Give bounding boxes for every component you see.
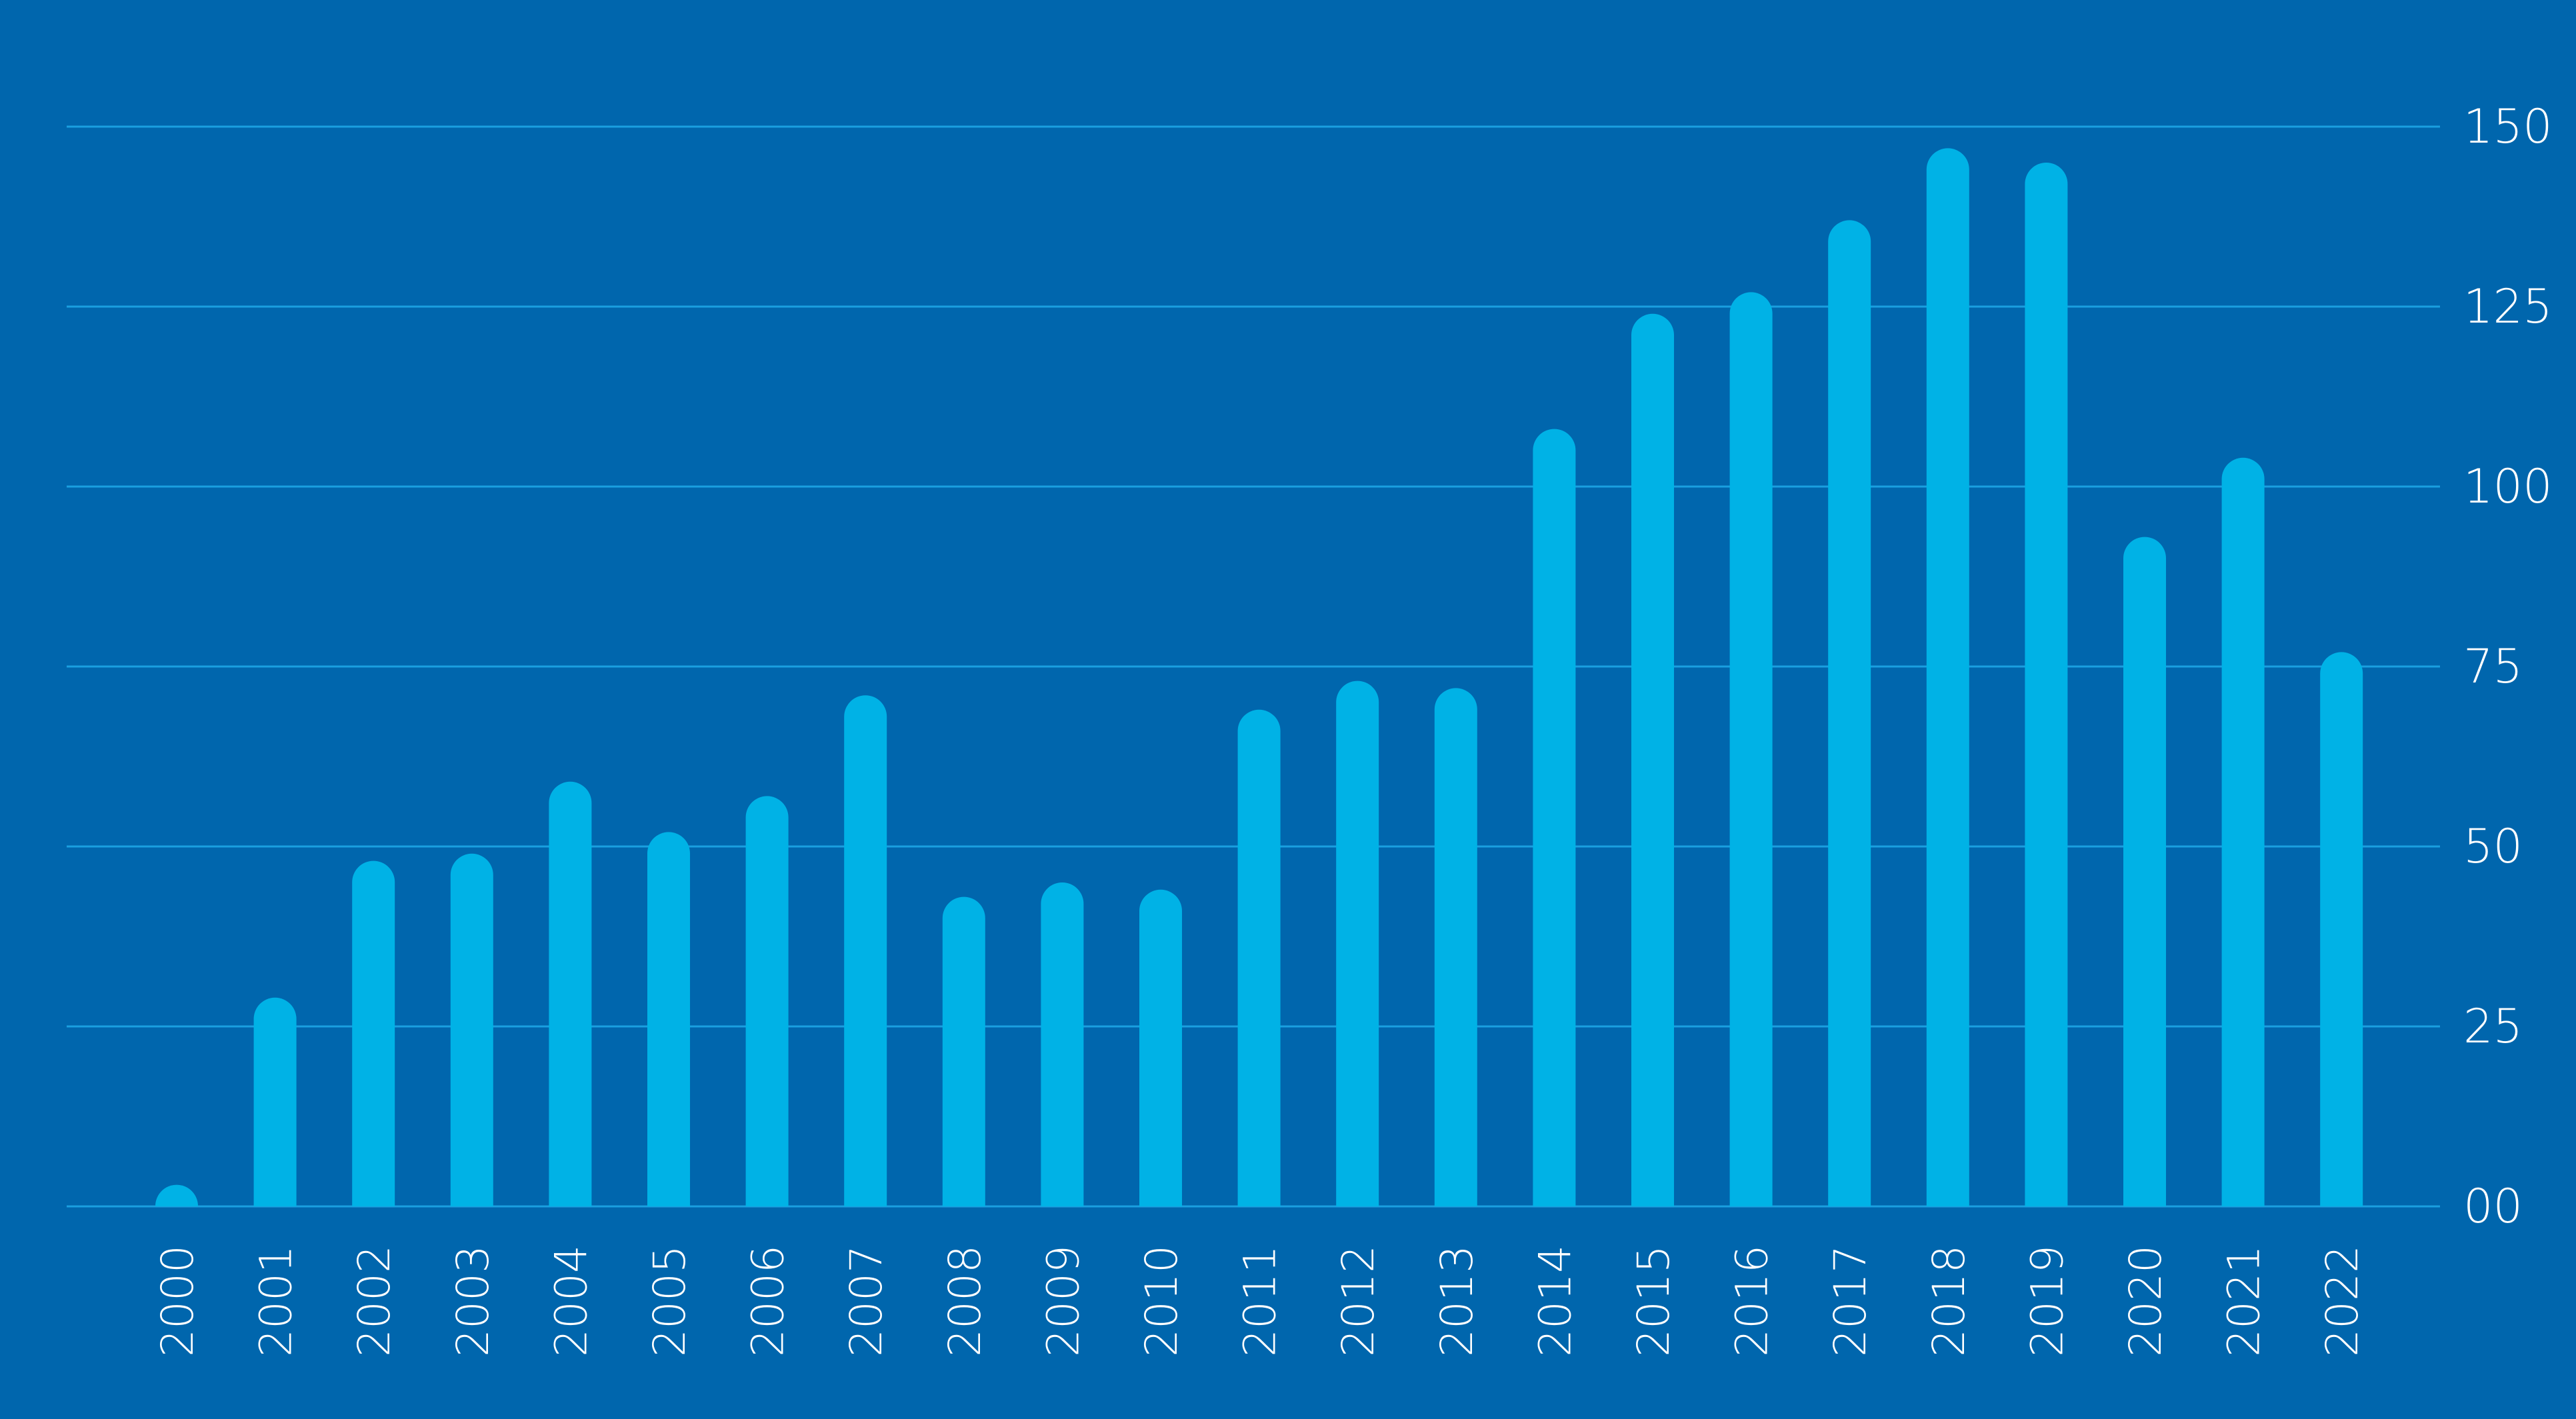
bar-2005 — [647, 832, 690, 1206]
bar-2021 — [2221, 457, 2265, 1206]
x-tick-label: 2002 — [349, 1245, 400, 1357]
bar-2006 — [745, 796, 789, 1206]
x-tick-label: 2011 — [1235, 1245, 1286, 1357]
x-tick-label: 2022 — [2317, 1245, 2368, 1357]
x-tick-label: 2006 — [743, 1245, 794, 1357]
y-tick-label: 75 — [2463, 639, 2523, 694]
x-tick-label: 2020 — [2120, 1245, 2171, 1357]
y-tick-label: 00 — [2463, 1179, 2523, 1234]
x-tick-label: 2012 — [1333, 1245, 1384, 1357]
x-tick-label: 2010 — [1136, 1245, 1187, 1357]
x-tick-label: 2013 — [1431, 1245, 1483, 1357]
x-tick-label: 2007 — [841, 1245, 892, 1357]
y-tick-label: 125 — [2463, 279, 2553, 334]
y-tick-label: 25 — [2463, 999, 2523, 1054]
x-tick-label: 2000 — [152, 1245, 203, 1357]
x-tick-label: 2016 — [1727, 1245, 1778, 1357]
x-tick-label: 2005 — [644, 1245, 695, 1357]
y-tick-label: 150 — [2463, 99, 2553, 154]
bar-2020 — [2123, 537, 2166, 1206]
bar-2017 — [1828, 220, 1871, 1206]
bar-2001 — [253, 997, 297, 1206]
x-tick-label: 2017 — [1825, 1245, 1876, 1357]
bar-2010 — [1139, 889, 1182, 1206]
bar-2019 — [2025, 163, 2068, 1206]
x-tick-label: 2009 — [1037, 1245, 1089, 1357]
bar-2014 — [1533, 429, 1576, 1206]
x-axis-tick-labels: 2000 2001 2002 2003 2004 2005 2006 2007 2008 2009… — [152, 1245, 2368, 1357]
x-tick-label: 2001 — [251, 1245, 302, 1357]
x-tick-label: 2014 — [1529, 1245, 1581, 1357]
bar-2011 — [1237, 709, 1281, 1206]
bar-2000 — [155, 1184, 198, 1206]
y-axis-tick-labels: 00 25 50 75 100 125 150 — [2463, 99, 2553, 1234]
x-tick-label: 2008 — [939, 1245, 991, 1357]
y-tick-label: 100 — [2463, 459, 2553, 514]
bar-2016 — [1729, 292, 1773, 1206]
x-tick-label: 2004 — [545, 1245, 597, 1357]
bar-2015 — [1631, 313, 1674, 1206]
bar-2007 — [844, 695, 887, 1206]
bar-2003 — [450, 853, 493, 1206]
bar-2018 — [1926, 148, 1969, 1206]
bar-2012 — [1336, 681, 1379, 1206]
bar-2009 — [1041, 882, 1084, 1206]
x-tick-label: 2021 — [2219, 1245, 2270, 1357]
bar-2013 — [1434, 688, 1477, 1206]
bar-2008 — [942, 896, 985, 1206]
x-tick-label: 2015 — [1628, 1245, 1679, 1357]
bars — [155, 148, 2363, 1206]
bar-2004 — [549, 781, 592, 1206]
x-tick-label: 2018 — [1923, 1245, 1975, 1357]
x-tick-label: 2003 — [447, 1245, 499, 1357]
bar-2022 — [2320, 652, 2363, 1206]
y-tick-label: 50 — [2463, 819, 2523, 874]
bar-2002 — [352, 860, 395, 1206]
x-tick-label: 2019 — [2021, 1245, 2073, 1357]
